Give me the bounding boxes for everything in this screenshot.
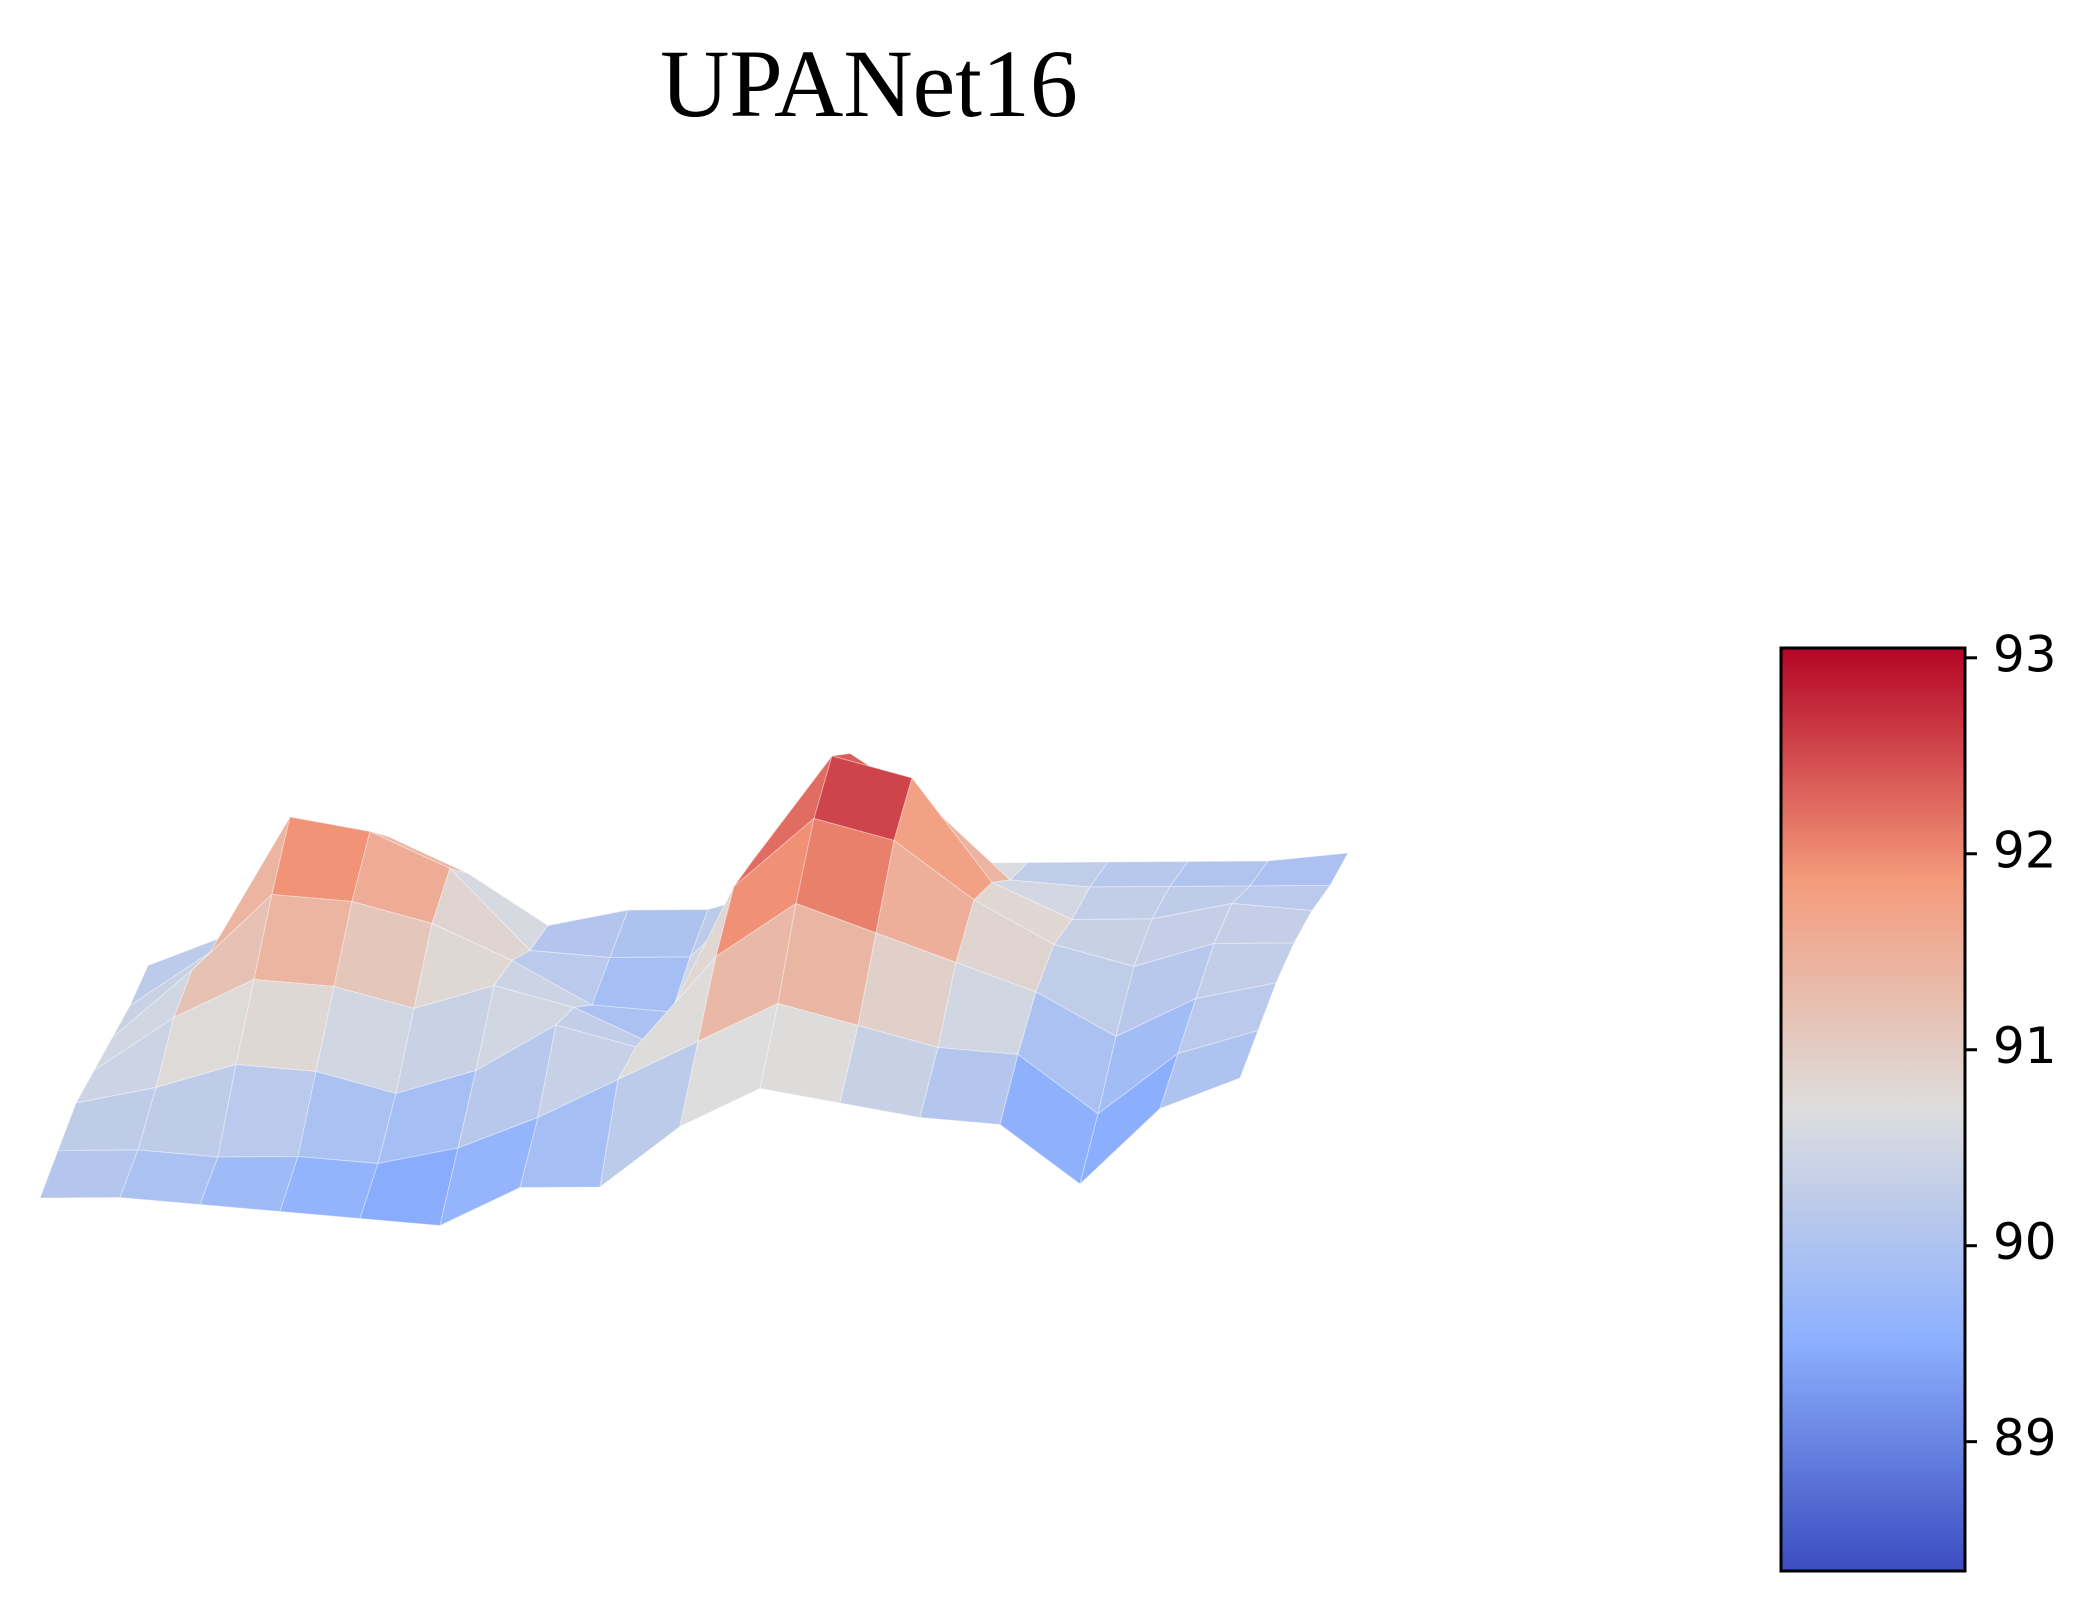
surface xyxy=(39,752,1349,1227)
colorbar-tick-label: 92 xyxy=(1993,821,2057,879)
colorbar-tick-label: 91 xyxy=(1993,1017,2057,1075)
surface-facet xyxy=(1177,982,1277,1055)
colorbar-tick-label: 93 xyxy=(1993,625,2057,683)
surface-facet xyxy=(1159,1029,1259,1110)
colorbar-tick-label: 90 xyxy=(1993,1213,2057,1271)
surface-facet xyxy=(1249,852,1349,887)
colorbar-tick-label: 89 xyxy=(1993,1409,2057,1467)
chart-title: UPANet16 xyxy=(660,30,1078,137)
colorbar xyxy=(1779,646,1967,1573)
